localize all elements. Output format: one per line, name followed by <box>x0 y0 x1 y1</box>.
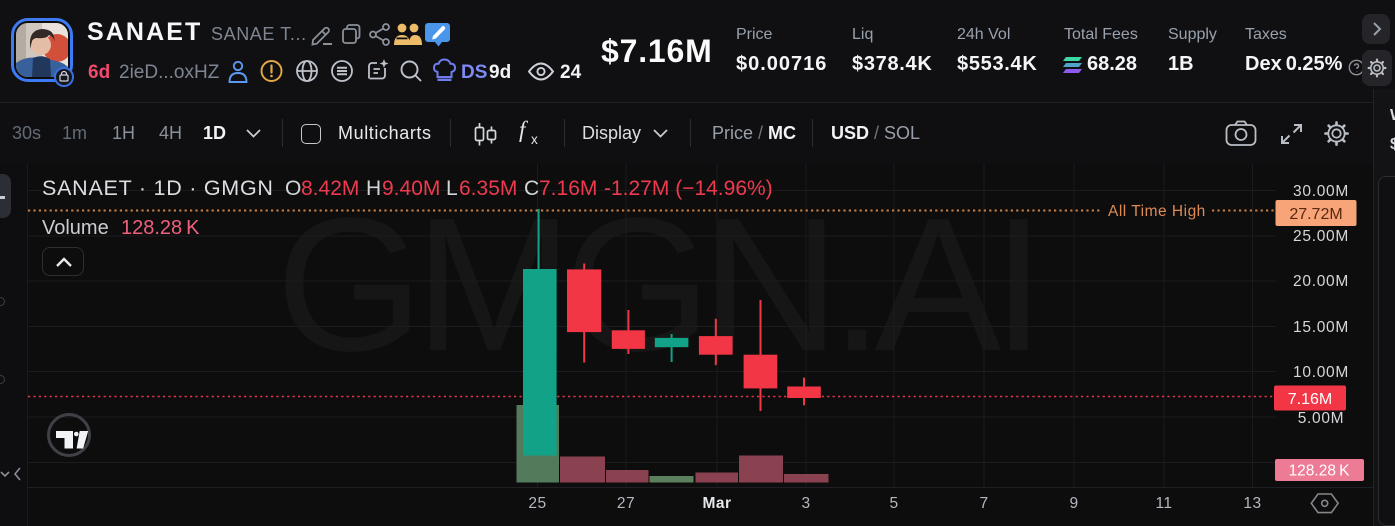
svg-text:GMGN.AI: GMGN.AI <box>276 179 1036 391</box>
svg-text:20.00M: 20.00M <box>1293 273 1349 290</box>
svg-text:3: 3 <box>801 495 810 512</box>
svg-text:27.72M: 27.72M <box>1289 206 1342 223</box>
svg-text:30.00M: 30.00M <box>1293 183 1349 200</box>
svg-text:All Time High: All Time High <box>1108 203 1206 220</box>
svg-text:15.00M: 15.00M <box>1293 319 1349 336</box>
svg-text:7.16M: 7.16M <box>1288 391 1332 408</box>
svg-text:Mar: Mar <box>702 495 731 512</box>
svg-text:128.28 K: 128.28 K <box>1289 463 1351 480</box>
svg-text:25.00M: 25.00M <box>1293 228 1349 245</box>
svg-text:10.00M: 10.00M <box>1293 364 1349 381</box>
svg-text:27: 27 <box>617 495 635 512</box>
svg-text:25: 25 <box>528 495 546 512</box>
svg-text:5.00M: 5.00M <box>1298 410 1345 427</box>
svg-text:13: 13 <box>1243 495 1261 512</box>
svg-text:5: 5 <box>889 495 898 512</box>
svg-text:7: 7 <box>979 495 988 512</box>
svg-text:9: 9 <box>1069 495 1078 512</box>
svg-text:11: 11 <box>1155 495 1172 512</box>
